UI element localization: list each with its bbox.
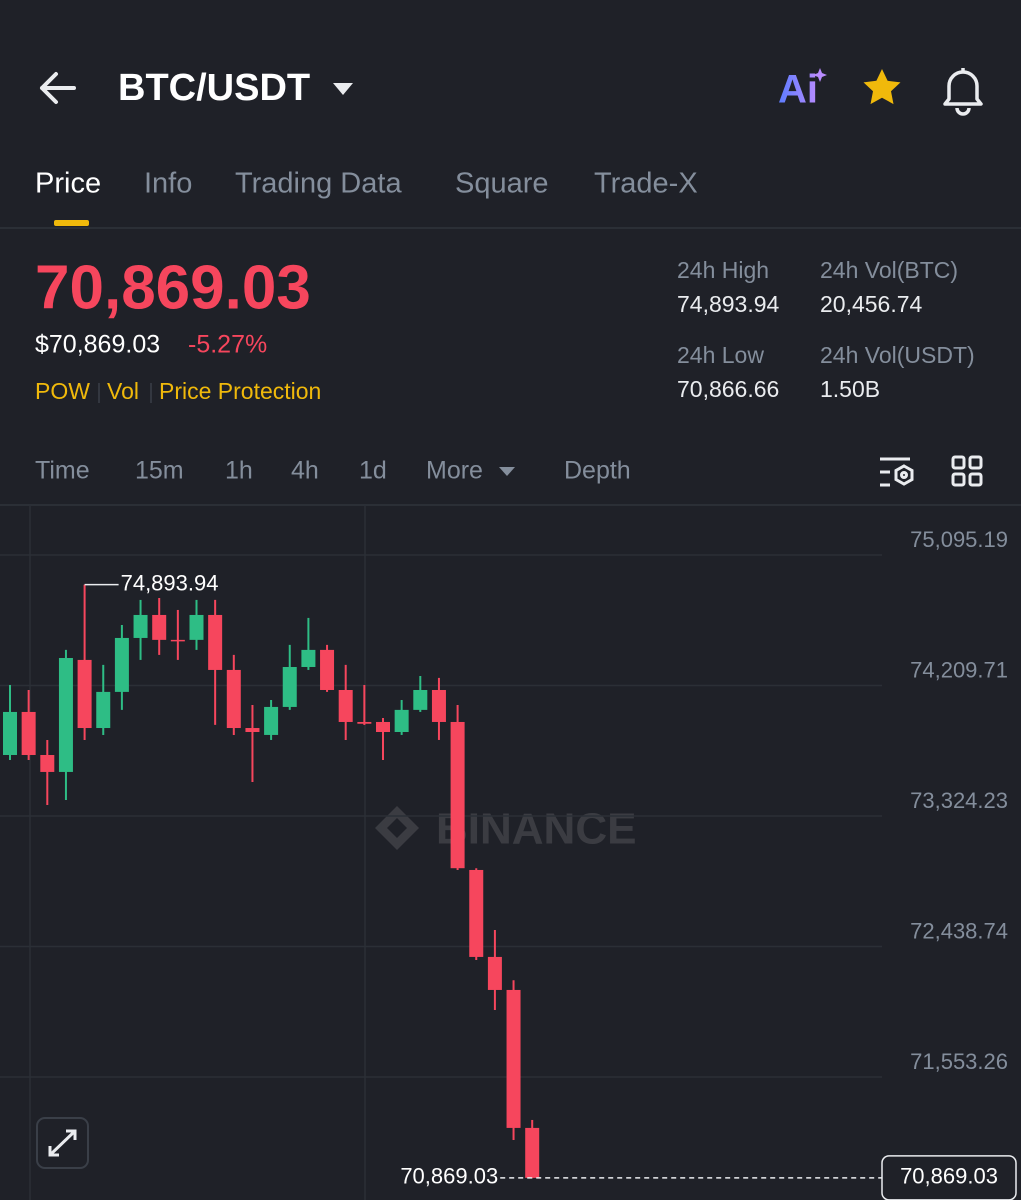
last-price-box-label: 70,869.03	[900, 1164, 998, 1189]
candle-body	[264, 706, 279, 735]
candle-body	[338, 689, 353, 722]
candle-body	[226, 669, 241, 729]
y-tick-label: 71,553.26	[910, 1049, 1008, 1074]
stat-value: 70,866.66	[677, 376, 779, 402]
last-price: 70,869.03	[35, 253, 311, 322]
interval-option[interactable]: More	[426, 457, 483, 485]
last-price-marker-label: 70,869.03	[400, 1164, 498, 1189]
more-dropdown[interactable]	[499, 467, 515, 476]
stat-value: 20,456.74	[820, 291, 923, 317]
interval-bar: Time 15m 1h 4h 1d More Depth	[35, 457, 631, 485]
candle-body	[282, 666, 297, 707]
indicator-settings-button[interactable]	[880, 457, 914, 487]
favorite-star[interactable]	[863, 69, 901, 105]
interval-option[interactable]: 4h	[291, 457, 319, 485]
candle-body	[208, 614, 223, 670]
candle-body	[3, 711, 17, 755]
stat-value: 1.50B	[820, 376, 880, 402]
layout-button[interactable]	[951, 455, 983, 487]
tag[interactable]: POW	[35, 378, 90, 404]
stat-label: 24h Vol(BTC)	[820, 257, 958, 283]
price-change: -5.27%	[188, 331, 267, 359]
alert-bell[interactable]	[943, 68, 983, 116]
active-tab-indicator	[54, 220, 89, 226]
candle-body	[170, 639, 185, 642]
candle-body	[40, 754, 55, 772]
candle-body	[320, 649, 335, 690]
candle-body	[301, 649, 316, 667]
candle-body	[469, 869, 484, 957]
tab[interactable]: Info	[144, 168, 192, 200]
candle-body	[376, 721, 390, 732]
candle-body	[394, 709, 409, 732]
stat-label: 24h Low	[677, 342, 764, 368]
fullscreen-button[interactable]	[36, 1117, 89, 1169]
high-marker-label: 74,893.94	[121, 570, 219, 595]
candle-body	[431, 689, 446, 722]
candle-body	[413, 689, 428, 710]
tab[interactable]: Square	[455, 168, 549, 200]
stat-value: 74,893.94	[677, 291, 780, 317]
y-tick-label: 72,438.74	[910, 918, 1008, 943]
candle-body	[77, 659, 92, 729]
candle-body	[487, 956, 502, 990]
candle-body	[357, 721, 372, 724]
ai-button[interactable]: Ai	[778, 68, 818, 112]
interval-option[interactable]: 1h	[225, 457, 253, 485]
tag[interactable]: Vol	[107, 378, 139, 404]
candle-body	[21, 711, 36, 755]
interval-option[interactable]: 15m	[135, 457, 184, 485]
tab[interactable]: Price	[35, 168, 101, 200]
pair-dropdown[interactable]	[333, 83, 353, 95]
y-tick-label: 74,209.71	[910, 657, 1008, 682]
watermark: BINANCE	[375, 805, 636, 854]
interval-option[interactable]: Time	[35, 457, 90, 485]
y-tick-label: 73,324.23	[910, 788, 1008, 813]
candle-body	[450, 721, 465, 869]
tab[interactable]: Trade-X	[594, 168, 698, 200]
candle-body	[114, 637, 129, 692]
candle-body	[525, 1127, 540, 1178]
candle-body	[245, 728, 260, 732]
y-tick-label: 75,095.19	[910, 527, 1008, 552]
candlestick-chart: BINANCE 75,095.19 74,209.71 73,324.23 72,43…	[0, 505, 1017, 1200]
tag[interactable]: Price Protection	[159, 378, 321, 404]
tab[interactable]: Trading Data	[235, 168, 402, 200]
ai-sparkle	[813, 68, 827, 82]
interval-option[interactable]: Depth	[564, 457, 631, 485]
candle-body	[133, 614, 148, 638]
tab-bar: Price Info Trading Data Square Trade-X	[35, 168, 698, 200]
candle-body	[189, 614, 204, 640]
candle-body	[96, 691, 111, 729]
usd-price: $70,869.03	[35, 331, 160, 359]
back-button[interactable]	[40, 72, 76, 104]
candle-body	[506, 989, 521, 1128]
candle-body	[58, 658, 73, 772]
candle-body	[152, 614, 167, 640]
stat-label: 24h Vol(USDT)	[820, 342, 975, 368]
svg-text:BINANCE: BINANCE	[436, 805, 636, 854]
stat-label: 24h High	[677, 257, 769, 283]
pair-title[interactable]: BTC/USDT	[118, 67, 310, 109]
interval-option[interactable]: 1d	[359, 457, 387, 485]
